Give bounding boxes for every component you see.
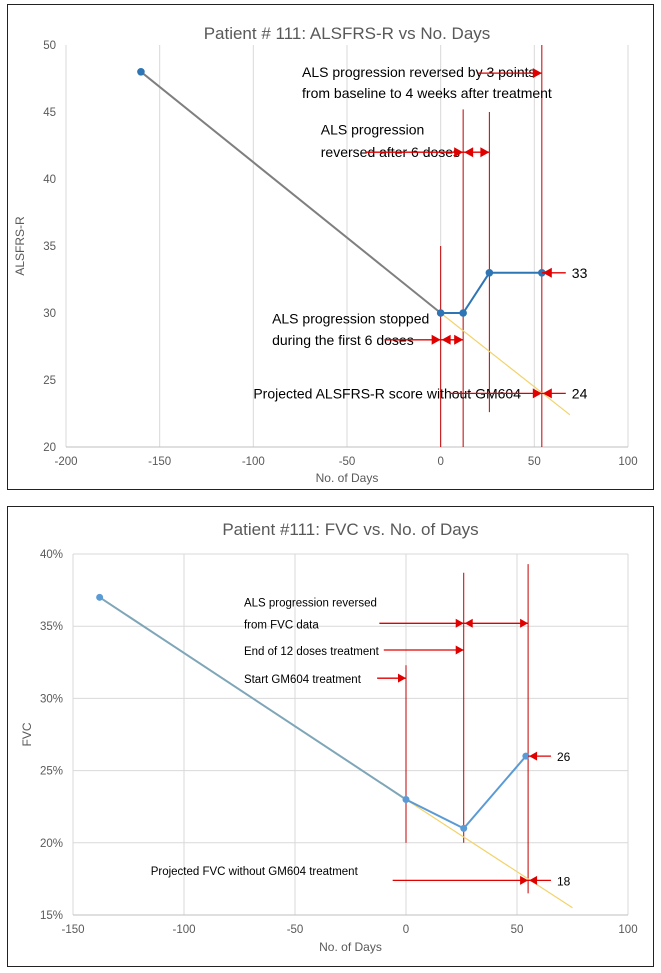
series-line-observed: [405, 755, 527, 830]
annotation-text: End of 12 doses treatment: [244, 646, 380, 658]
x-tick-label: 50: [528, 456, 541, 468]
y-tick-label: 50: [43, 40, 56, 52]
series-line-projection: [440, 312, 571, 416]
value-label: 26: [557, 750, 571, 764]
series-line-baseline: [99, 596, 407, 801]
annotation-text: ALS progression reversed by 3 points: [302, 64, 535, 80]
data-point: [402, 795, 410, 803]
arrow-head: [431, 334, 441, 345]
series-line-observed: [440, 271, 542, 314]
fvc-chart: Patient #111: FVC vs. No. of Days -150 -10…: [20, 520, 638, 954]
y-tick-label: 35: [43, 241, 56, 253]
x-tick-label: 50: [511, 924, 524, 936]
arrow-head: [542, 267, 552, 278]
x-axis-label: No. of Days: [319, 940, 382, 954]
x-tick-label: -50: [287, 924, 304, 936]
value-label: 33: [572, 265, 588, 281]
y-tick-label: 45: [43, 107, 56, 119]
arrow-head: [529, 875, 538, 885]
series-line-baseline: [140, 71, 442, 314]
annotation-text: from FVC data: [244, 619, 319, 631]
x-tick-label: -150: [148, 456, 171, 468]
y-axis-label: ALSFRS-R: [13, 216, 27, 276]
arrow-head: [455, 645, 464, 655]
y-tick-label: 35%: [40, 621, 63, 633]
x-tick-label: 0: [403, 924, 409, 936]
arrow-head: [454, 147, 464, 158]
x-tick-label: 0: [437, 456, 443, 468]
alsfrs-chart: Patient # 111: ALSFRS-R vs No. Days -200 -…: [13, 24, 638, 485]
x-axis-label: No. of Days: [316, 471, 379, 485]
alsfrs-chart-panel: Patient # 111: ALSFRS-R vs No. Days -200 -…: [7, 4, 654, 490]
y-tick-label: 15%: [40, 910, 63, 922]
y-tick-label: 40: [43, 174, 56, 186]
chart-title: Patient # 111: ALSFRS-R vs No. Days: [204, 24, 491, 43]
value-label: 24: [572, 385, 588, 401]
data-point: [459, 309, 467, 317]
y-tick-label: 25: [43, 375, 56, 387]
fvc-chart-panel: Patient #111: FVC vs. No. of Days -150 -10…: [7, 506, 654, 967]
data-point: [436, 309, 445, 317]
arrow-head: [480, 147, 490, 158]
x-tick-label: -100: [172, 924, 195, 936]
y-tick-label: 30: [43, 308, 56, 320]
y-tick-label: 20%: [40, 838, 63, 850]
x-tick-label: -200: [54, 456, 77, 468]
data-point: [460, 824, 468, 832]
y-tick-label: 40%: [40, 549, 63, 561]
x-tick-label: -150: [61, 924, 84, 936]
arrow-head: [464, 147, 474, 158]
arrow-head: [454, 334, 464, 345]
y-axis-label: FVC: [20, 722, 34, 746]
y-tick-label: 20: [43, 442, 56, 454]
x-tick-label: 100: [618, 456, 637, 468]
y-tick-label: 30%: [40, 693, 63, 705]
x-tick-label: 100: [618, 924, 637, 936]
arrow-head: [532, 388, 542, 399]
arrow-head: [529, 751, 538, 761]
annotation-text: during the first 6 doses: [272, 332, 414, 348]
annotation-text: Start GM604 treatment: [244, 674, 362, 686]
chart-title: Patient #111: FVC vs. No. of Days: [222, 520, 478, 539]
annotation-text: ALS progression reversed: [244, 598, 377, 610]
arrow-head: [520, 875, 529, 885]
arrow-head: [441, 334, 451, 345]
annotation-text: ALS progression: [321, 121, 425, 137]
arrow-head: [455, 618, 464, 628]
x-tick-label: -50: [339, 456, 356, 468]
arrow-head: [464, 618, 473, 628]
arrow-head: [532, 68, 542, 79]
arrow-head: [542, 388, 552, 399]
data-point: [96, 593, 104, 601]
annotation-text: from baseline to 4 weeks after treatment: [302, 85, 552, 101]
data-point: [485, 269, 494, 277]
arrow-head: [398, 673, 406, 683]
x-tick-label: -100: [242, 456, 265, 468]
series-line-projection: [405, 798, 573, 909]
data-point: [137, 68, 145, 76]
annotation-text: ALS progression stopped: [272, 310, 429, 326]
arrow-head: [520, 618, 529, 628]
annotation-text: Projected ALSFRS-R score without GM604: [253, 385, 521, 401]
value-label: 18: [557, 874, 571, 888]
data-point: [522, 752, 530, 760]
annotation-text: Projected FVC without GM604 treatment: [151, 866, 359, 878]
y-tick-label: 25%: [40, 766, 63, 778]
